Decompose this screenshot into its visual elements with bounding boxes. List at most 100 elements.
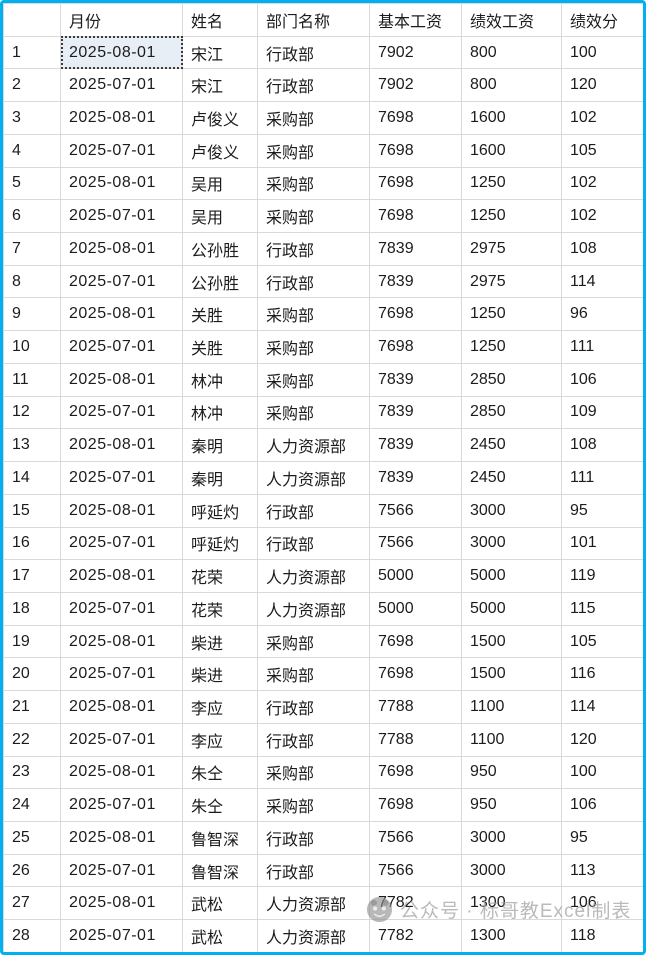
cell-month[interactable]: 2025-07-01 [60, 264, 183, 299]
cell-base-salary[interactable]: 7839 [369, 461, 462, 495]
cell-performance-score[interactable]: 105 [561, 624, 643, 659]
cell-department[interactable]: 采购部 [257, 788, 370, 822]
cell-month[interactable]: 2025-08-01 [60, 493, 183, 528]
cell-department[interactable]: 采购部 [257, 297, 370, 332]
row-number[interactable]: 19 [3, 624, 61, 659]
cell-month[interactable]: 2025-07-01 [60, 526, 183, 561]
cell-performance-salary[interactable]: 3000 [461, 493, 562, 528]
row-number[interactable]: 26 [3, 853, 61, 888]
cell-base-salary[interactable]: 7698 [369, 624, 462, 659]
cell-department[interactable]: 采购部 [257, 133, 370, 168]
cell-month[interactable]: 2025-08-01 [60, 101, 183, 135]
cell-month[interactable]: 2025-07-01 [60, 133, 183, 168]
cell-month[interactable]: 2025-08-01 [60, 35, 183, 70]
cell-base-salary[interactable]: 7698 [369, 166, 462, 201]
cell-performance-score[interactable]: 102 [561, 166, 643, 201]
cell-performance-score[interactable]: 116 [561, 657, 643, 692]
cell-name[interactable]: 花荣 [182, 591, 258, 626]
column-header-performance-score[interactable]: 绩效分 [561, 3, 643, 37]
cell-performance-score[interactable]: 95 [561, 493, 643, 528]
cell-performance-salary[interactable]: 1300 [461, 919, 562, 952]
cell-performance-score[interactable]: 119 [561, 559, 643, 593]
cell-base-salary[interactable]: 5000 [369, 591, 462, 626]
cell-month[interactable]: 2025-07-01 [60, 199, 183, 234]
cell-base-salary[interactable]: 7698 [369, 297, 462, 332]
cell-department[interactable]: 行政部 [257, 35, 370, 70]
cell-performance-salary[interactable]: 2850 [461, 395, 562, 430]
row-number[interactable]: 28 [3, 919, 61, 952]
cell-performance-score[interactable]: 108 [561, 428, 643, 463]
cell-performance-salary[interactable]: 950 [461, 755, 562, 790]
cell-performance-salary[interactable]: 1500 [461, 624, 562, 659]
cell-base-salary[interactable]: 7782 [369, 919, 462, 952]
cell-performance-salary[interactable]: 3000 [461, 526, 562, 561]
cell-month[interactable]: 2025-08-01 [60, 886, 183, 921]
row-number[interactable]: 27 [3, 886, 61, 921]
cell-department[interactable]: 采购部 [257, 166, 370, 201]
cell-department[interactable]: 采购部 [257, 362, 370, 397]
row-number[interactable]: 9 [3, 297, 61, 332]
cell-performance-score[interactable]: 101 [561, 526, 643, 561]
cell-name[interactable]: 卢俊义 [182, 101, 258, 135]
cell-department[interactable]: 采购部 [257, 330, 370, 364]
cell-base-salary[interactable]: 7839 [369, 232, 462, 266]
cell-base-salary[interactable]: 7698 [369, 788, 462, 822]
cell-performance-score[interactable]: 100 [561, 755, 643, 790]
cell-department[interactable]: 采购部 [257, 199, 370, 234]
cell-month[interactable]: 2025-07-01 [60, 461, 183, 495]
cell-performance-salary[interactable]: 1100 [461, 722, 562, 757]
cell-base-salary[interactable]: 7839 [369, 428, 462, 463]
cell-performance-salary[interactable]: 800 [461, 68, 562, 103]
cell-performance-score[interactable]: 109 [561, 395, 643, 430]
cell-base-salary[interactable]: 7839 [369, 264, 462, 299]
cell-base-salary[interactable]: 7902 [369, 35, 462, 70]
row-number[interactable]: 24 [3, 788, 61, 822]
cell-base-salary[interactable]: 7698 [369, 133, 462, 168]
cell-name[interactable]: 武松 [182, 886, 258, 921]
cell-name[interactable]: 宋江 [182, 68, 258, 103]
cell-month[interactable]: 2025-07-01 [60, 853, 183, 888]
cell-performance-salary[interactable]: 1300 [461, 886, 562, 921]
cell-performance-score[interactable]: 114 [561, 264, 643, 299]
cell-department[interactable]: 行政部 [257, 68, 370, 103]
cell-performance-score[interactable]: 106 [561, 788, 643, 822]
cell-base-salary[interactable]: 7698 [369, 657, 462, 692]
cell-month[interactable]: 2025-08-01 [60, 690, 183, 724]
cell-base-salary[interactable]: 7782 [369, 886, 462, 921]
cell-base-salary[interactable]: 7566 [369, 820, 462, 855]
row-number[interactable]: 7 [3, 232, 61, 266]
cell-performance-score[interactable]: 111 [561, 330, 643, 364]
row-number[interactable]: 13 [3, 428, 61, 463]
cell-name[interactable]: 鲁智深 [182, 820, 258, 855]
row-number[interactable]: 21 [3, 690, 61, 724]
row-number[interactable]: 20 [3, 657, 61, 692]
cell-month[interactable]: 2025-08-01 [60, 362, 183, 397]
row-number[interactable]: 11 [3, 362, 61, 397]
row-number[interactable]: 23 [3, 755, 61, 790]
cell-base-salary[interactable]: 7788 [369, 690, 462, 724]
cell-base-salary[interactable]: 7566 [369, 526, 462, 561]
cell-department[interactable]: 人力资源部 [257, 591, 370, 626]
cell-month[interactable]: 2025-07-01 [60, 68, 183, 103]
cell-base-salary[interactable]: 5000 [369, 559, 462, 593]
cell-base-salary[interactable]: 7698 [369, 330, 462, 364]
cell-name[interactable]: 李应 [182, 690, 258, 724]
cell-performance-salary[interactable]: 2850 [461, 362, 562, 397]
cell-name[interactable]: 秦明 [182, 428, 258, 463]
cell-month[interactable]: 2025-08-01 [60, 297, 183, 332]
cell-performance-salary[interactable]: 800 [461, 35, 562, 70]
row-number[interactable]: 8 [3, 264, 61, 299]
cell-performance-score[interactable]: 100 [561, 35, 643, 70]
cell-department[interactable]: 人力资源部 [257, 461, 370, 495]
cell-name[interactable]: 秦明 [182, 461, 258, 495]
cell-performance-salary[interactable]: 5000 [461, 591, 562, 626]
row-number[interactable]: 16 [3, 526, 61, 561]
cell-performance-score[interactable]: 95 [561, 820, 643, 855]
cell-department[interactable]: 采购部 [257, 395, 370, 430]
cell-name[interactable]: 呼延灼 [182, 526, 258, 561]
row-number[interactable]: 18 [3, 591, 61, 626]
cell-performance-salary[interactable]: 950 [461, 788, 562, 822]
corner-cell[interactable] [3, 3, 61, 37]
cell-performance-score[interactable]: 108 [561, 232, 643, 266]
cell-name[interactable]: 鲁智深 [182, 853, 258, 888]
